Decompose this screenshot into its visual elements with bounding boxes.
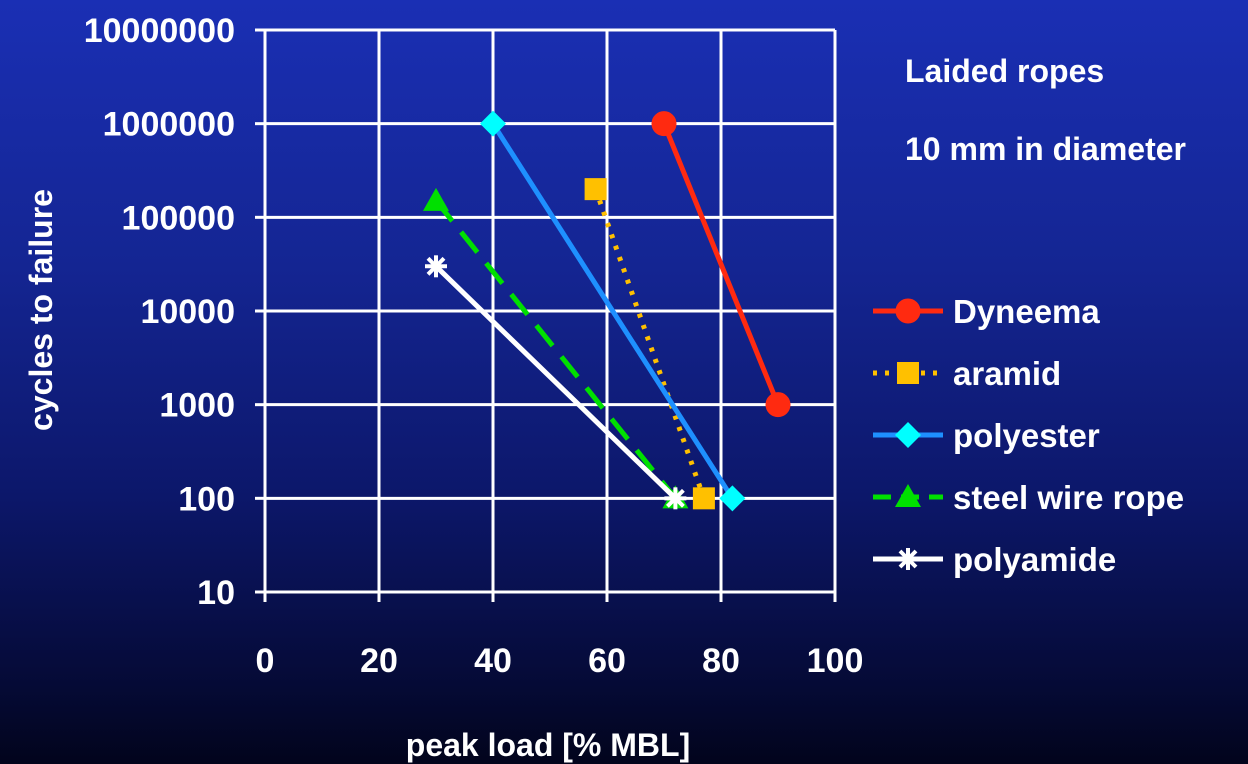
x-tick-label: 20: [360, 642, 398, 680]
x-tick-label: 60: [588, 642, 626, 680]
x-tick-label: 40: [474, 642, 512, 680]
data-point-dyneema: [765, 392, 791, 418]
legend-marker-polyamide: [897, 548, 919, 570]
axes: [255, 28, 837, 602]
data-point-polyester: [719, 485, 746, 512]
x-tick-labels: 0 20 40 60 80 100: [256, 642, 864, 680]
data-point-aramid: [584, 178, 607, 201]
data-point-dyneema: [651, 111, 677, 137]
y-tick-label: 1000000: [103, 106, 235, 144]
data-point-steel-wire-rope: [423, 187, 449, 211]
legend-label-steel-wire-rope: steel wire rope: [953, 479, 1184, 516]
series-line-polyamide: [434, 264, 678, 501]
legend-label-polyester: polyester: [953, 417, 1100, 454]
y-axis-title: cycles to failure: [23, 189, 59, 431]
x-tick-label: 100: [807, 642, 864, 680]
series-layer: [423, 110, 791, 512]
data-point-polyamide: [664, 487, 687, 510]
legend-marker-steel-wire-rope: [895, 484, 921, 507]
data-point-polyester: [480, 110, 506, 137]
y-tick-label: 10000000: [84, 12, 235, 50]
data-point-aramid: [692, 487, 715, 510]
y-tick-label: 1000: [159, 387, 235, 425]
y-tick-label: 10: [197, 574, 235, 612]
legend-marker-dyneema: [895, 298, 921, 324]
grid: [265, 28, 837, 592]
asterisk-stroke: [426, 256, 446, 276]
legend-marker-aramid: [897, 362, 919, 384]
x-tick-label: 0: [256, 642, 275, 680]
chart-note-1: Laided ropes: [905, 53, 1104, 89]
legend-label-dyneema: Dyneema: [953, 293, 1100, 330]
legend: Dyneema aramid polyester steel wire rope pol…: [873, 293, 1184, 578]
x-axis-title: peak load [% MBL]: [406, 727, 690, 763]
series-line-dyneema: [661, 122, 781, 406]
legend-label-polyamide: polyamide: [953, 541, 1116, 578]
series-line-polyester: [490, 122, 735, 500]
asterisk-stroke: [665, 488, 685, 508]
legend-marker-polyester: [895, 422, 921, 448]
chart-note-2: 10 mm in diameter: [905, 131, 1186, 167]
x-tick-label: 80: [702, 642, 740, 680]
series-line-aramid: [593, 188, 707, 500]
y-tick-label: 100000: [122, 199, 235, 237]
y-tick-labels: 10 100 1000 10000 100000 1000000 10000000: [84, 12, 235, 612]
y-tick-label: 10000: [140, 293, 235, 331]
asterisk-stroke: [898, 549, 918, 569]
legend-label-aramid: aramid: [953, 355, 1061, 392]
series-line-steel-wire-rope: [434, 199, 678, 500]
y-tick-label: 100: [178, 480, 235, 518]
data-point-polyamide: [425, 255, 447, 278]
